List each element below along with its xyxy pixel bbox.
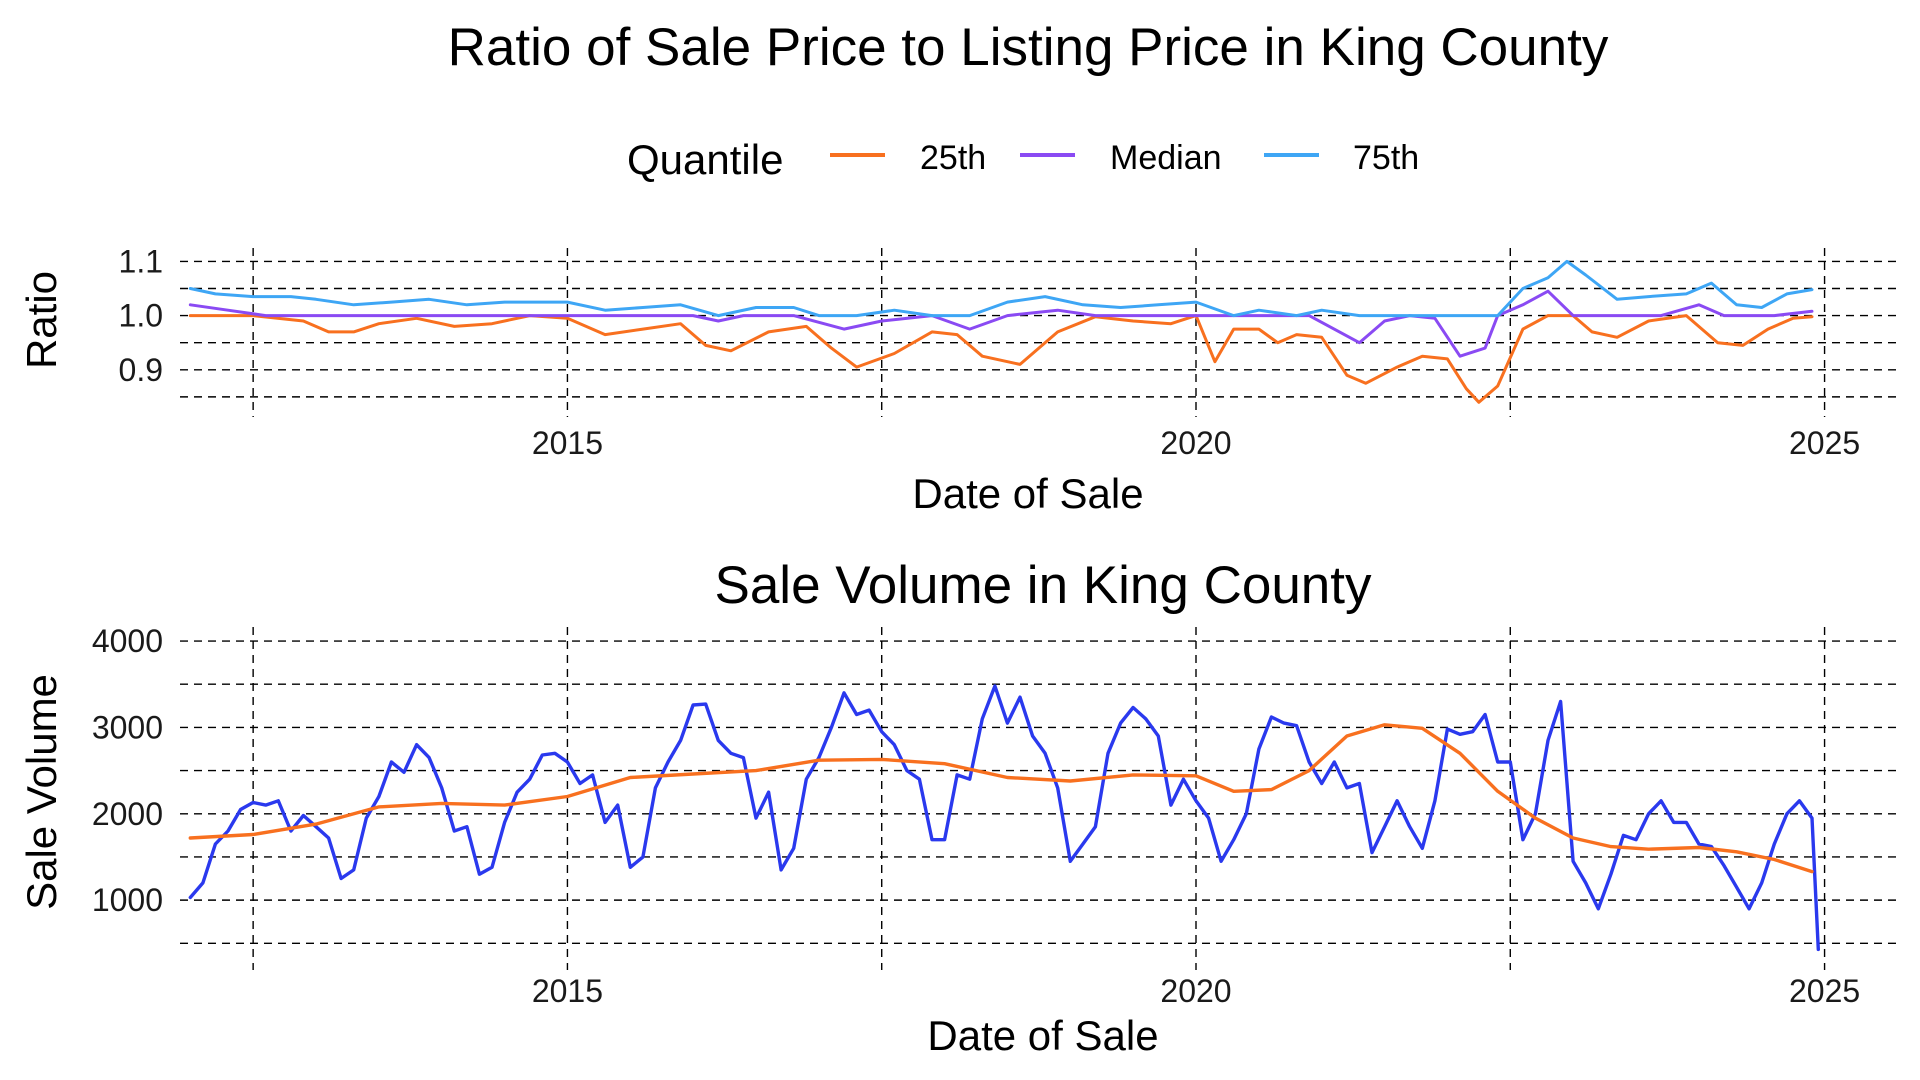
volume-y-ticks: 1000 2000 3000 4000: [92, 623, 163, 918]
ratio-grid: [180, 248, 1900, 417]
y-tick-label: 4000: [92, 623, 163, 659]
legend-title: Quantile: [627, 136, 783, 183]
volume-x-ticks: 2015 2020 2025: [532, 973, 1860, 1009]
ratio-y-axis-title: Ratio: [18, 271, 65, 369]
series-line-25th: [188, 314, 1814, 404]
volume-x-axis-title: Date of Sale: [927, 1012, 1158, 1059]
ratio-x-ticks: 2015 2020 2025: [532, 425, 1860, 461]
legend-label-75th: 75th: [1353, 139, 1419, 177]
y-tick-label: 1000: [92, 882, 163, 918]
ratio-y-ticks: 0.9 1.0 1.1: [119, 243, 163, 387]
y-tick-label: 0.9: [119, 352, 163, 388]
ratio-chart-title: Ratio of Sale Price to Listing Price in …: [448, 18, 1609, 77]
volume-lines: [188, 684, 1821, 952]
y-tick-label: 1.0: [119, 298, 163, 334]
ratio-x-axis-title: Date of Sale: [912, 470, 1143, 517]
series-line-75th: [188, 259, 1814, 318]
y-tick-label: 2000: [92, 796, 163, 832]
x-tick-label: 2015: [532, 973, 603, 1009]
series-line-monthly-sales: [188, 684, 1821, 952]
y-tick-label: 1.1: [119, 243, 163, 279]
volume-chart: Sale Volume in King County 1000 2000 3000 4…: [18, 556, 1900, 1059]
x-tick-label: 2025: [1789, 425, 1860, 461]
series-line-median: [188, 289, 1814, 358]
x-tick-label: 2025: [1789, 973, 1860, 1009]
series-line-smoothed-trend: [188, 723, 1814, 874]
volume-y-axis-title: Sale Volume: [18, 674, 65, 910]
legend-label-25th: 25th: [920, 139, 986, 177]
x-tick-label: 2015: [532, 425, 603, 461]
x-tick-label: 2020: [1160, 973, 1231, 1009]
volume-grid: [180, 627, 1900, 970]
volume-chart-title: Sale Volume in King County: [714, 556, 1372, 615]
x-tick-label: 2020: [1160, 425, 1231, 461]
legend: Quantile 25th Median 75th: [627, 136, 1419, 183]
y-tick-label: 3000: [92, 709, 163, 745]
ratio-lines: [188, 259, 1814, 404]
ratio-chart: Ratio of Sale Price to Listing Price in …: [18, 18, 1900, 517]
legend-label-median: Median: [1110, 139, 1222, 177]
